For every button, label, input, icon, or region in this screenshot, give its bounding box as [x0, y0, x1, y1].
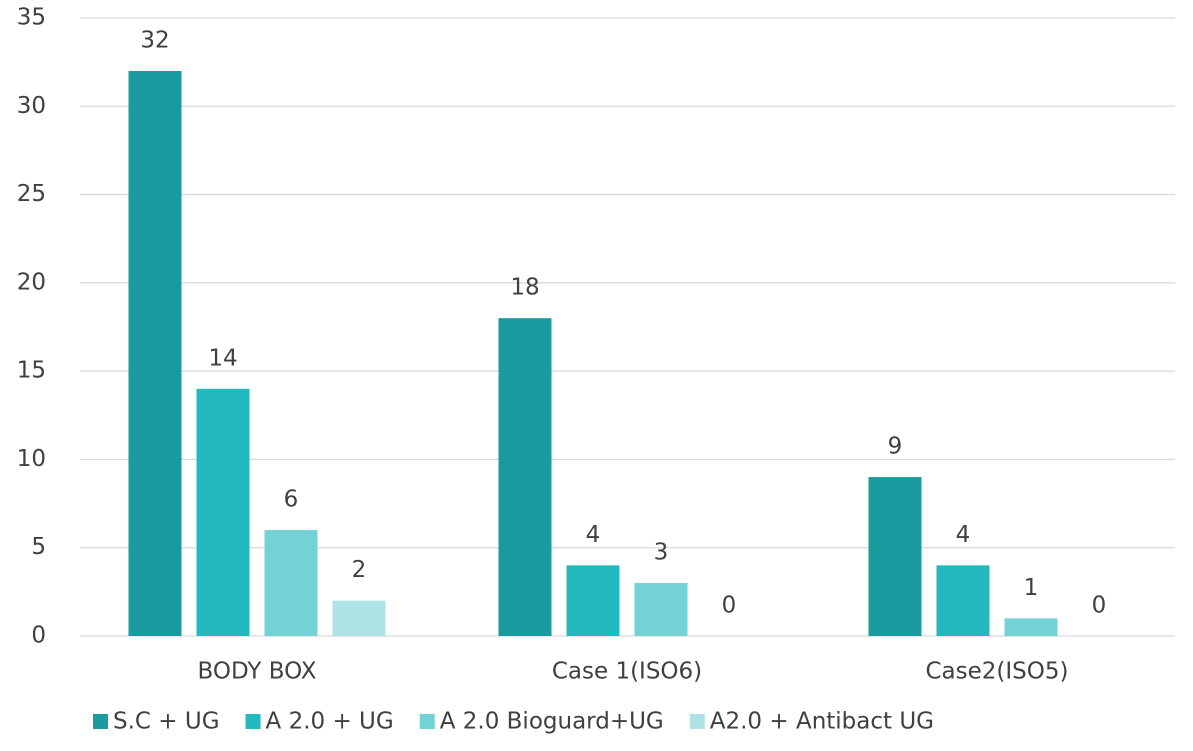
- bar: [1004, 618, 1058, 636]
- y-tick-label: 20: [17, 269, 46, 295]
- bar: [566, 565, 620, 636]
- legend-swatch: [93, 714, 108, 729]
- value-label: 9: [888, 434, 903, 460]
- y-tick-label: 10: [17, 446, 46, 472]
- bar: [264, 530, 318, 636]
- legend-label: A 2.0 Bioguard+UG: [440, 709, 664, 735]
- bar: [128, 70, 182, 636]
- legend-swatch: [245, 714, 261, 729]
- y-tick-label: 0: [31, 623, 46, 649]
- x-tick-label: BODY BOX: [197, 659, 316, 685]
- y-tick-label: 15: [17, 358, 46, 384]
- value-label: 14: [208, 345, 237, 371]
- bar: [498, 318, 552, 636]
- bar: [936, 565, 990, 636]
- bar: [196, 388, 250, 636]
- y-tick-label: 35: [17, 5, 46, 31]
- x-tick-label: Case 1(ISO6): [552, 659, 702, 685]
- value-label: 3: [654, 540, 669, 566]
- value-label: 4: [586, 522, 601, 548]
- value-label: 1: [1024, 575, 1039, 601]
- value-label: 32: [140, 27, 169, 53]
- y-tick-label: 25: [17, 181, 46, 207]
- legend-label: S.C + UG: [113, 709, 220, 735]
- bar: [634, 583, 688, 636]
- value-label: 4: [956, 522, 971, 548]
- legend-label: A 2.0 + UG: [266, 709, 394, 735]
- value-label: 18: [510, 275, 539, 301]
- value-label: 2: [352, 557, 367, 583]
- y-tick-label: 30: [17, 93, 46, 119]
- value-label: 6: [284, 487, 299, 513]
- bar: [868, 477, 922, 636]
- value-label: 0: [1092, 593, 1107, 619]
- value-label: 0: [722, 593, 737, 619]
- x-tick-label: Case2(ISO5): [926, 659, 1069, 685]
- legend-label: A2.0 + Antibact UG: [710, 709, 934, 735]
- legend-swatch: [419, 714, 435, 729]
- y-tick-label: 5: [31, 534, 46, 560]
- legend-swatch: [689, 714, 705, 729]
- bar: [332, 600, 386, 636]
